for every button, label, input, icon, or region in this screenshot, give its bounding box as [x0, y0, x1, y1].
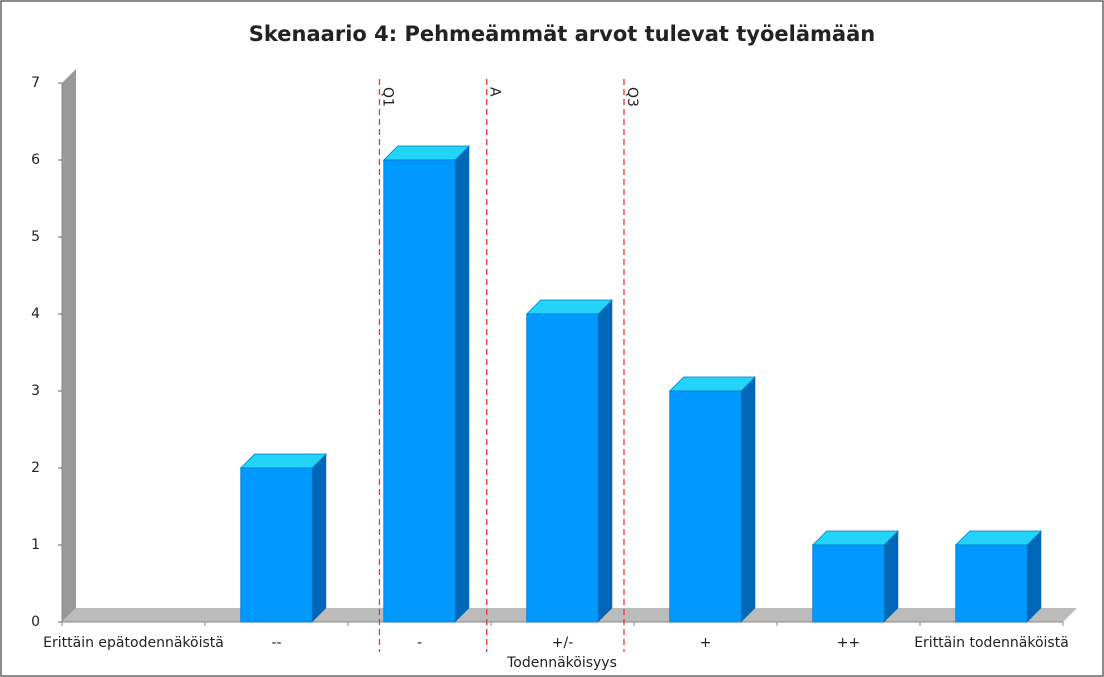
bar [240, 467, 313, 623]
bar-top [668, 376, 757, 392]
bar [526, 313, 599, 623]
bar [955, 544, 1028, 623]
y-tick-label: 5 [31, 229, 40, 245]
bar-side [455, 146, 470, 622]
bar [383, 159, 456, 623]
y-tick-label: 3 [31, 383, 40, 399]
marker-label: Q3 [624, 87, 640, 107]
x-tick-label: ++ [837, 635, 860, 651]
bar-top [382, 145, 471, 161]
y-tick-label: 4 [31, 306, 40, 322]
bar-top [811, 530, 900, 546]
bar-side [884, 531, 899, 622]
bar [812, 544, 885, 623]
x-tick-label: - [417, 635, 422, 651]
x-axis-label: Todennäköisyys [506, 655, 617, 671]
bar-top [954, 530, 1043, 546]
bar-side [598, 300, 613, 622]
marker-label: A [487, 87, 503, 97]
bar-top [239, 453, 328, 469]
y-tick-label: 0 [31, 614, 40, 630]
x-tick-label: -- [271, 635, 281, 651]
y-tick-label: 7 [31, 75, 40, 91]
y-tick-label: 1 [31, 537, 40, 553]
bar-side [741, 377, 756, 622]
x-tick-label: Erittäin epätodennäköistä [43, 635, 224, 651]
bar [669, 390, 742, 623]
x-tick-label: + [700, 635, 712, 651]
y-tick-label: 2 [31, 460, 40, 476]
bar-top [525, 299, 614, 315]
x-tick-label: Erittäin todennäköistä [914, 635, 1069, 651]
bar-side [1027, 531, 1042, 622]
y-tick-label: 6 [31, 152, 40, 168]
marker-label: Q1 [379, 87, 395, 107]
chart-title: Skenaario 4: Pehmeämmät arvot tulevat ty… [249, 22, 875, 46]
wall [62, 69, 76, 622]
bar-side [312, 454, 327, 622]
x-tick-label: +/- [552, 635, 574, 651]
